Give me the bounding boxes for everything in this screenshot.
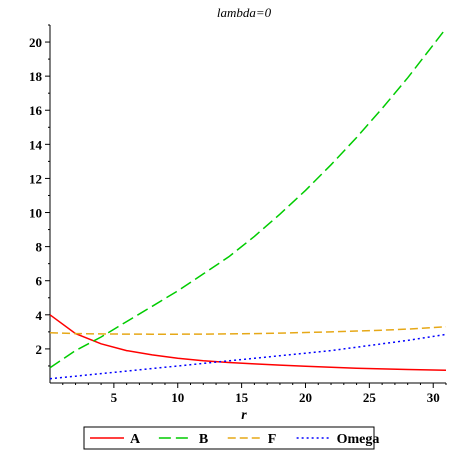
y-tick-label: 18 (29, 69, 43, 84)
series-line-f (49, 325, 447, 335)
series-group (49, 27, 447, 380)
x-tick-label: 15 (235, 390, 249, 405)
legend-label-omega: Omega (337, 432, 380, 447)
y-tick-label: 10 (29, 206, 42, 221)
x-tick-label: 5 (111, 390, 118, 405)
chart-title: lambda=0 (217, 5, 272, 20)
x-tick-label: 25 (363, 390, 377, 405)
legend-label-a: A (130, 432, 141, 447)
y-tick-label: 2 (36, 342, 43, 357)
legend-label-b: B (199, 432, 208, 447)
y-tick-label: 16 (29, 103, 43, 118)
x-axis-title: r (241, 408, 247, 423)
x-tick-label: 30 (427, 390, 440, 405)
axes: 5 10 15 20 25 30 2 4 6 8 10 12 14 16 18 20 (29, 24, 447, 405)
legend-label-f: F (268, 432, 277, 447)
y-tick-label: 14 (29, 137, 43, 152)
y-tick-label: 6 (36, 274, 43, 289)
series-line-b (49, 27, 447, 369)
series-line-omega (49, 333, 447, 380)
x-tick-label: 10 (171, 390, 184, 405)
legend: A B F Omega (83, 426, 380, 450)
y-tick-label: 4 (36, 308, 43, 323)
series-line-a (49, 314, 447, 371)
y-tick-label: 8 (36, 240, 43, 255)
y-tick-label: 12 (29, 171, 42, 186)
x-tick-label: 20 (299, 390, 312, 405)
y-tick-label: 20 (29, 35, 42, 50)
